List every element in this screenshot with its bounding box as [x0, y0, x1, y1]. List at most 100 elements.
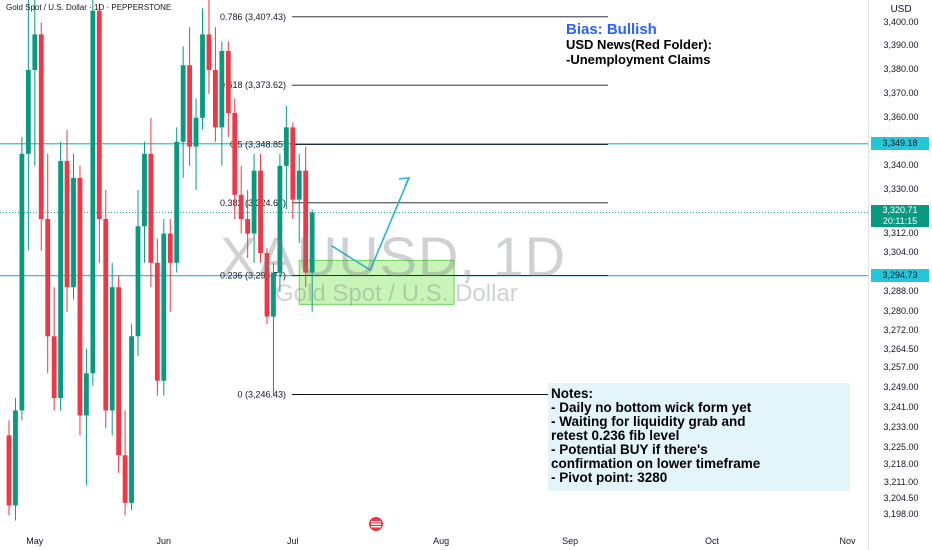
candle-body	[51, 336, 57, 399]
demand-zone	[298, 259, 455, 305]
candle-body	[77, 177, 83, 416]
price-chart[interactable]: 0.786 (3,40?.43) 0.618 (3,373.62) 0.5 (3,3…	[0, 0, 868, 550]
candle-body	[180, 65, 186, 142]
candle-body	[303, 170, 309, 273]
candle-body	[219, 51, 225, 128]
candle-body	[290, 127, 296, 200]
candle-body	[64, 161, 70, 288]
price-axis-label: 3,249.00	[883, 382, 919, 393]
price-axis-label: 3,304.00	[883, 247, 919, 258]
candle-body	[148, 153, 154, 263]
price-axis-label: 3,330.00	[883, 183, 919, 194]
candle-body	[245, 219, 251, 234]
candle-body	[58, 161, 63, 399]
bar-countdown: 20:11:15	[882, 216, 918, 227]
candle-body	[6, 435, 12, 506]
price-axis-label: 3,233.00	[883, 421, 919, 432]
fib-level-label: 0.5 (3,348.85)	[230, 140, 286, 150]
candle-body	[45, 219, 51, 337]
symbol-title: Gold Spot / U.S. Dollar · 1D · PEPPERSTO…	[6, 3, 172, 12]
time-axis-label: Nov	[839, 536, 856, 546]
candle-body	[167, 233, 173, 263]
candle-body	[25, 70, 31, 154]
candle-body	[296, 170, 302, 200]
price-axis-label: 3,288.00	[883, 286, 919, 297]
price-axis[interactable]: USD 3,400.00 3,390.00 3,380.00 3,370.00 3,36…	[868, 0, 932, 550]
price-axis-label: 3,272.00	[883, 325, 919, 336]
price-axis-label: 3,400.00	[883, 16, 919, 27]
candle-body	[109, 287, 115, 411]
price-axis-label: 3,264.50	[883, 343, 919, 354]
projection-path	[331, 177, 410, 272]
time-axis-label: Oct	[705, 536, 720, 546]
fib-level-label: 0.786 (3,40?.43)	[220, 12, 286, 22]
candle-body	[32, 34, 38, 71]
flag-icon[interactable]	[366, 516, 386, 532]
candle-body	[19, 153, 25, 411]
candle-body	[135, 226, 141, 337]
price-axis-label: 3,225.00	[883, 441, 919, 452]
notes-line: confirmation on lower timeframe	[551, 456, 761, 471]
candle-body	[13, 410, 18, 506]
fib-level-label: 0 (3,246.43)	[237, 389, 286, 399]
price-axis-label: 3,241.00	[883, 401, 919, 412]
resistance-price-tag: 3,349.18	[871, 136, 929, 150]
bias-title: Bias: Bullish	[566, 21, 657, 38]
candle-body	[193, 117, 199, 147]
time-axis-label: May	[26, 536, 44, 546]
candle-body	[232, 112, 238, 195]
price-axis-label: 3,370.00	[883, 87, 919, 98]
candle-body	[225, 51, 231, 113]
candle-body	[213, 70, 218, 128]
watermark-name: Gold Spot / U.S. Dollar	[275, 280, 518, 307]
chart-area[interactable]: 0.786 (3,40?.43) 0.618 (3,373.62) 0.5 (3,3…	[0, 0, 868, 550]
candle-body	[238, 194, 244, 220]
projection-arrowhead	[398, 176, 411, 188]
candle-body	[283, 127, 289, 166]
time-axis-label: Aug	[433, 536, 450, 546]
candle-body	[200, 34, 205, 118]
candle-body	[271, 272, 276, 317]
candle-body	[251, 170, 257, 234]
support-price-tag: 3,294.73	[871, 268, 929, 282]
price-axis-label: 3,340.00	[883, 159, 919, 170]
price-axis-label: 3,390.00	[883, 40, 919, 51]
current-price-tag: 3,320.71 20:11:15	[871, 205, 929, 228]
candle-body	[264, 253, 270, 317]
candle-body	[154, 262, 160, 381]
notes-line: - Potential BUY if there's	[551, 442, 708, 457]
candle-body	[161, 233, 167, 381]
price-axis-label: 3,211.00	[883, 476, 919, 487]
fib-level-label: 0.236 (3,294.77)	[220, 271, 286, 281]
watermark-symbol: XAUUSD, 1D	[220, 225, 567, 288]
notes-line: - Waiting for liquidity grab and	[551, 414, 746, 429]
candle-body	[38, 34, 44, 220]
candle-body	[116, 287, 122, 456]
candle-body	[277, 165, 283, 273]
currency-label[interactable]: USD	[890, 4, 912, 15]
notes-line: retest 0.236 fib level	[551, 428, 680, 443]
notes-line: Notes:	[551, 386, 594, 401]
notes-annotation: Notes: - Daily no bottom wick form yet -…	[548, 383, 850, 491]
price-axis-label: 3,280.00	[883, 305, 919, 316]
price-axis-label: 3,204.50	[883, 493, 919, 504]
candle-body	[103, 219, 109, 411]
notes-line: - Daily no bottom wick form yet	[551, 400, 752, 415]
time-axis-label: Sep	[562, 536, 579, 546]
current-price-value: 3,320.71	[882, 205, 918, 216]
price-axis-label: 3,380.00	[883, 64, 919, 75]
candle-body	[122, 455, 128, 503]
bias-line: USD News(Red Folder):	[566, 37, 712, 52]
candle-body	[206, 34, 212, 71]
candle-body	[129, 336, 134, 503]
candle-body	[258, 170, 263, 254]
candle-body	[174, 141, 180, 263]
time-axis-label: Jul	[287, 536, 299, 546]
notes-line: - Pivot point: 3280	[551, 470, 668, 485]
price-axis-label: 3,218.00	[883, 459, 919, 470]
candle-body	[84, 373, 89, 416]
candle-body	[309, 212, 315, 273]
fib-level-label: 0.618 (3,373.62)	[220, 80, 286, 90]
candle-body	[96, 10, 102, 220]
bias-line: -Unemployment Claims	[566, 52, 711, 67]
